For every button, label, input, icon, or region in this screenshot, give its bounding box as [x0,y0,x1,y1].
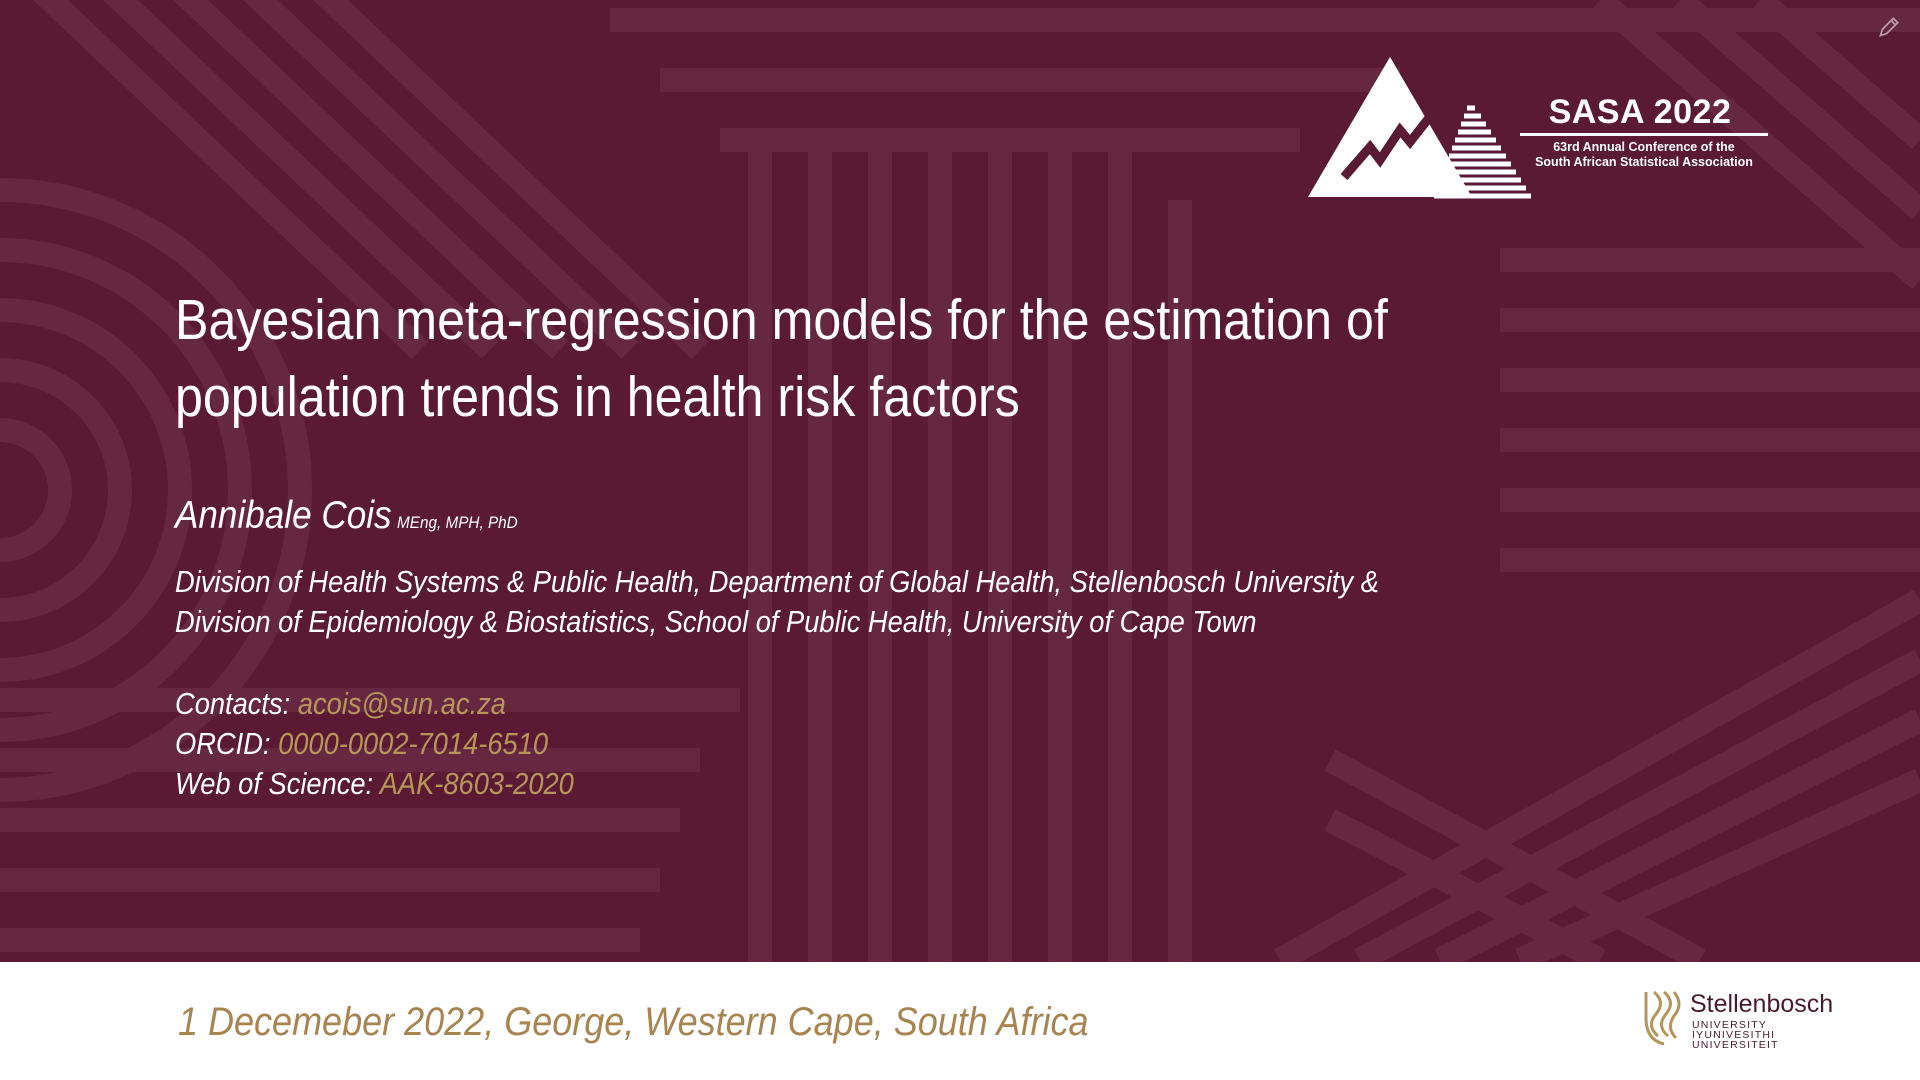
stellenbosch-crest-icon [1644,990,1681,1046]
slide-title-line2: population trends in health risk factors [175,365,1020,429]
web-of-science-link[interactable]: AAK-8603-2020 [379,766,574,801]
author-name: Annibale Cois [175,494,392,537]
university-name: Stellenbosch [1690,990,1834,1018]
title-slide: SASA 2022 63rd Annual Conference of the … [0,0,1920,962]
contact-label: Web of Science: [175,766,380,801]
contact-label: ORCID: [175,726,279,761]
mountain-arrow-icon [1308,57,1531,199]
footer-date-location: 1 Decemeber 2022, George, Western Cape, … [178,1000,1089,1044]
university-subtitle-line3: UNIVERSITEIT [1692,1039,1779,1051]
author: Annibale Cois MEng, MPH, PhD [175,494,518,538]
university-subtitle-line1: UNIVERSITY [1692,1019,1768,1031]
conference-logo-title: SASA 2022 [1548,93,1732,131]
author-degrees: MEng, MPH, PhD [396,513,518,532]
university-logo: Stellenbosch UNIVERSITY IYUNIVESITHI UNI… [1640,988,1840,1050]
university-subtitle-line2: IYUNIVESITHI [1692,1029,1776,1041]
email-link[interactable]: acois@sun.ac.za [297,686,506,721]
pencil-icon[interactable] [1876,14,1902,40]
conference-logo-subtitle-line1: 63rd Annual Conference of the [1553,140,1735,154]
affiliation-line: Division of Health Systems & Public Heal… [175,564,1379,599]
slide-title: Bayesian meta-regression models for the … [175,282,1495,436]
conference-logo-subtitle-line2: South African Statistical Association [1535,155,1753,169]
contacts: Contacts: acois@sun.ac.za ORCID: 0000-00… [175,684,574,804]
slide-title-line1: Bayesian meta-regression models for the … [175,288,1388,352]
conference-logo-subtitle: 63rd Annual Conference of the South Afri… [1512,140,1776,170]
background-pattern [0,0,1920,962]
contact-orcid: ORCID: 0000-0002-7014-6510 [175,724,574,764]
affiliation-line: Division of Epidemiology & Biostatistics… [175,604,1257,639]
contact-web-of-science: Web of Science: AAK-8603-2020 [175,764,574,804]
contact-label: Contacts: [175,686,298,721]
contact-email: Contacts: acois@sun.ac.za [175,684,574,724]
university-subtitle: UNIVERSITY IYUNIVESITHI UNIVERSITEIT [1692,1019,1779,1051]
affiliations: Division of Health Systems & Public Heal… [175,562,1495,642]
orcid-link[interactable]: 0000-0002-7014-6510 [278,726,549,761]
conference-logo-rule [1520,133,1768,136]
